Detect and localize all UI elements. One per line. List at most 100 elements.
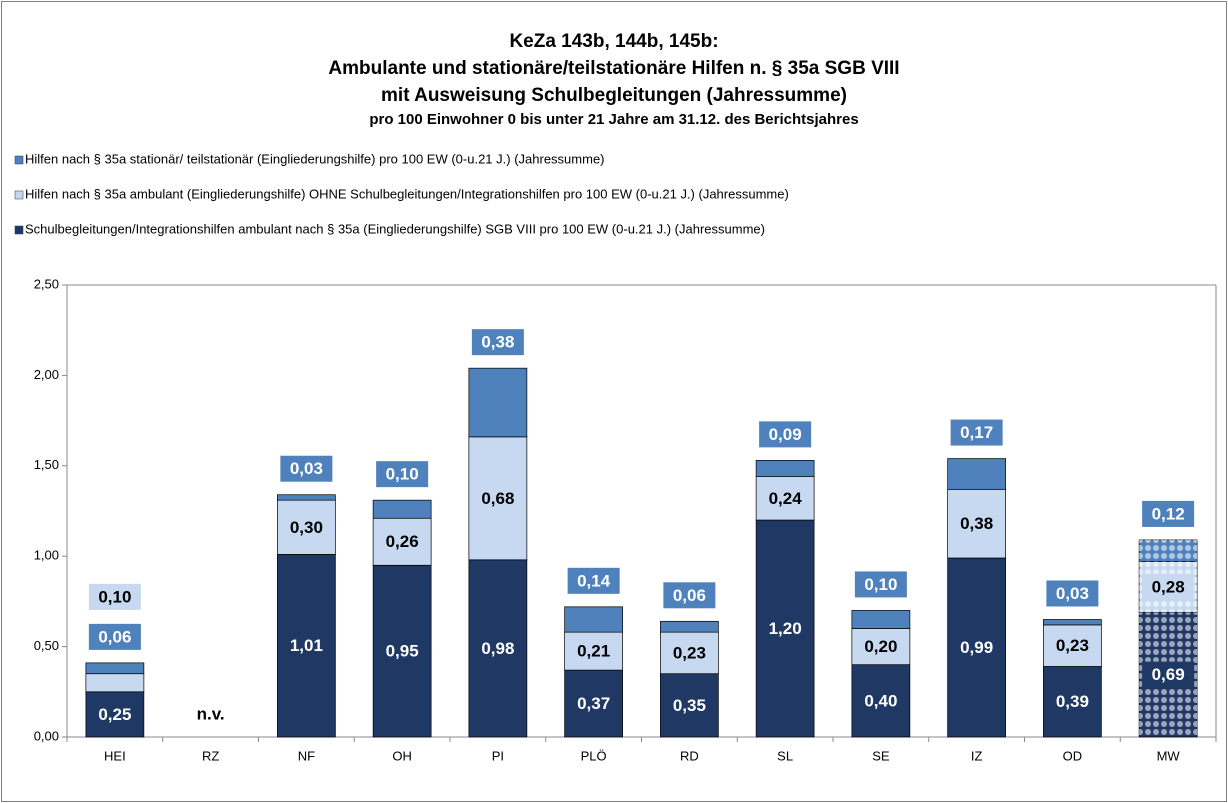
data-label-box [567,638,620,665]
y-tick-label: 2,00 [34,367,59,382]
data-label: 0,95 [386,642,419,661]
data-label: 0,25 [98,705,131,724]
data-label-box [1142,573,1195,600]
data-label-box [759,485,812,512]
bar-segment [468,367,528,438]
data-label: 0,37 [577,694,610,713]
bar-segment [85,673,145,693]
bar-segment [755,519,815,738]
data-label: 0,99 [960,638,993,657]
y-tick-label: 0,00 [34,728,59,743]
data-label-box [280,514,333,541]
data-label-box [759,421,812,448]
data-label-box [663,639,716,666]
bar-segment [851,610,911,629]
x-tick-label: HEI [104,748,126,763]
y-tick-label: 1,50 [34,457,59,472]
data-label: 0,23 [673,643,706,662]
bar-pattern [1139,539,1198,562]
data-label: 0,68 [481,489,514,508]
bar-segment [564,669,623,738]
data-label: 0,40 [864,691,897,710]
data-label-box [376,461,429,488]
bar-segment [277,494,336,501]
data-label: 0,26 [386,532,419,551]
chart-title: KeZa 143b, 144b, 145b: [509,31,718,52]
bar-segment [85,662,145,675]
data-label-box [854,571,907,598]
data-label: 1,01 [290,636,323,655]
data-label: 0,03 [1056,584,1089,603]
data-label: 0,12 [1152,504,1185,523]
data-label: 0,06 [98,627,131,646]
data-label: 0,69 [1152,665,1185,684]
y-tick-label: 2,50 [34,276,59,291]
data-label: 0,21 [577,642,610,661]
data-label-box [471,485,524,512]
data-label: 0,17 [960,423,993,442]
x-tick-label: SL [777,748,793,763]
x-tick-label: MW [1157,748,1181,763]
data-label-box [567,567,620,594]
data-label: 0,20 [864,637,897,656]
bar-segment [1043,666,1102,738]
x-tick-label: IZ [971,748,983,763]
data-label-box [88,583,141,610]
x-tick-label: OD [1063,748,1083,763]
data-label: 0,38 [960,514,993,533]
bar-segment [851,664,911,738]
bar-segment [660,673,719,738]
x-tick-label: OH [392,748,412,763]
bar-segment [947,557,1006,738]
data-label: 0,03 [290,459,323,478]
annotation: n.v. [197,704,225,723]
data-label-box [1142,500,1195,527]
data-label-box [663,582,716,609]
x-tick-label: SE [872,748,890,763]
x-tick-label: NF [298,748,315,763]
legend-swatch [14,190,24,200]
legend-swatch [14,155,24,165]
data-label-box [950,510,1003,537]
data-label: 1,20 [769,619,802,638]
data-label: 0,10 [98,587,131,606]
bar-segment [468,559,528,738]
bar-segment [947,458,1006,490]
data-label: 0,10 [864,575,897,594]
bar-segment [372,499,432,519]
chart-subtitle: pro 100 Einwohner 0 bis unter 21 Jahre a… [369,111,858,128]
data-label: 0,09 [769,425,802,444]
data-label-box [1046,632,1099,659]
bar-segment [755,460,815,477]
data-label-box [88,623,141,650]
data-label-box [950,419,1003,446]
x-tick-label: RZ [202,748,219,763]
data-label: 0,10 [386,465,419,484]
bar-segment [660,620,719,633]
bar-segment [1043,619,1102,626]
y-tick-label: 0,50 [34,638,59,653]
data-label-box [376,528,429,555]
data-label-box [280,455,333,482]
chart-title: Ambulante und stationäre/teilstationäre … [328,58,899,79]
x-tick-label: PLÖ [581,748,607,763]
data-label-box [471,329,524,356]
data-label: 0,23 [1056,636,1089,655]
data-label: 0,14 [577,571,611,590]
legend-label: Hilfen nach § 35a stationär/ teilstation… [25,151,605,166]
x-tick-label: RD [680,748,699,763]
legend-label: Hilfen nach § 35a ambulant (Eingliederun… [25,186,789,201]
x-tick-label: PI [492,748,504,763]
data-label: 0,24 [769,489,803,508]
bar-segment [564,606,623,633]
data-label: 0,28 [1152,577,1185,596]
data-label: 0,98 [481,639,514,658]
chart-title: mit Ausweisung Schulbegleitungen (Jahres… [381,85,847,106]
bar-segment [277,554,336,738]
data-label: 0,35 [673,696,706,715]
data-label-box [854,633,907,660]
bar-segment [85,691,145,738]
data-label-box [1142,661,1195,688]
legend-swatch [14,225,24,235]
